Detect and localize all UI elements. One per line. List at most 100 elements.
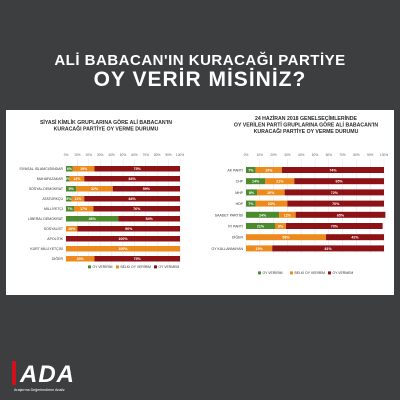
data-label: 19% bbox=[256, 247, 264, 251]
data-label: 7% bbox=[248, 202, 254, 206]
bar-segment bbox=[66, 216, 119, 222]
tick-label: 60% bbox=[326, 153, 333, 157]
data-label: 10% bbox=[68, 227, 76, 231]
bar-segment bbox=[287, 200, 384, 207]
tick-label: 80% bbox=[154, 153, 161, 157]
tick-label: 90% bbox=[367, 153, 374, 157]
bar-segment bbox=[246, 223, 275, 229]
data-label: 54% bbox=[146, 217, 154, 221]
data-label: 8% bbox=[278, 225, 284, 229]
bar-segment bbox=[66, 236, 180, 242]
bar-segment bbox=[246, 200, 256, 207]
data-label: 6% bbox=[67, 167, 73, 171]
bar-segment bbox=[257, 189, 285, 196]
category-label: SOSYALİST bbox=[44, 226, 64, 231]
data-label: 19% bbox=[80, 167, 88, 171]
tick-label: 90% bbox=[165, 153, 172, 157]
bar-segment bbox=[255, 167, 282, 173]
category-label: MUHAFAZAKAR bbox=[37, 177, 64, 181]
data-label: 14% bbox=[252, 180, 260, 184]
data-label: 72% bbox=[331, 191, 339, 195]
data-label: 42% bbox=[351, 236, 359, 240]
bar-segment bbox=[294, 178, 384, 185]
logo-mark: ADA bbox=[19, 361, 75, 388]
tick-label: 10% bbox=[74, 153, 81, 157]
tick-label: 70% bbox=[339, 153, 346, 157]
tick-label: 70% bbox=[143, 153, 150, 157]
data-label: 76% bbox=[133, 207, 141, 211]
bar-segment bbox=[265, 178, 295, 185]
bar-segment bbox=[73, 206, 94, 212]
data-label: 81% bbox=[325, 247, 333, 251]
bar-segment bbox=[66, 256, 95, 262]
data-label: 65% bbox=[337, 213, 345, 217]
tick-label: 20% bbox=[270, 153, 277, 157]
tick-label: 40% bbox=[108, 153, 115, 157]
category-label: SİYASAL İSLAMCI/DİNDAR bbox=[19, 166, 63, 171]
chart-title-line: OY VERİLEN PARTİ GRUPLARINA GÖRE ALİ BAB… bbox=[234, 122, 378, 129]
bar-segment bbox=[284, 189, 384, 196]
legend-label: BELKİ OY VERİRİM bbox=[295, 270, 326, 275]
bar-segment bbox=[118, 216, 180, 222]
data-label: 70% bbox=[331, 225, 339, 229]
logo-tagline: Araştırma Değerlendirme Analiz bbox=[14, 388, 65, 392]
tick-label: 40% bbox=[298, 153, 305, 157]
tick-label: 60% bbox=[131, 153, 138, 157]
category-label: OY KULLANMAYAN bbox=[211, 247, 243, 251]
bar-segment bbox=[246, 245, 273, 252]
bar-segment bbox=[326, 234, 384, 241]
data-label: 9% bbox=[69, 187, 75, 191]
data-label: 32% bbox=[91, 187, 99, 191]
bar-segment bbox=[93, 206, 180, 212]
bar-segment bbox=[66, 186, 77, 192]
legend-label: OY VERMEM bbox=[333, 271, 354, 275]
data-label: 3% bbox=[65, 177, 71, 181]
data-label: 65% bbox=[336, 180, 344, 184]
bar-segment bbox=[84, 196, 180, 202]
data-label: 19% bbox=[265, 169, 273, 173]
legend-swatch bbox=[290, 271, 293, 275]
tick-label: 50% bbox=[120, 153, 127, 157]
data-label: 24% bbox=[259, 213, 267, 217]
data-label: 58% bbox=[282, 236, 290, 240]
tick-label: 10% bbox=[257, 153, 264, 157]
category-label: İYİ PARTİ bbox=[228, 224, 243, 229]
data-label: 75% bbox=[134, 167, 142, 171]
data-label: 59% bbox=[143, 187, 151, 191]
data-label: 74% bbox=[329, 169, 337, 173]
category-label: SOSYAL DEMOKRAT bbox=[29, 187, 64, 191]
data-label: 21% bbox=[257, 225, 265, 229]
tick-label: 80% bbox=[353, 153, 360, 157]
bar-segment bbox=[66, 196, 72, 202]
tick-label: 30% bbox=[97, 153, 104, 157]
data-label: 7% bbox=[67, 207, 73, 211]
category-label: KÜRT MİLLİYETÇİSİ bbox=[30, 246, 63, 251]
data-label: 5% bbox=[66, 197, 72, 201]
tick-label: 100% bbox=[176, 153, 184, 157]
legend-swatch bbox=[154, 265, 157, 269]
category-label: MİLLİYETÇİ bbox=[44, 206, 63, 211]
bar-segment bbox=[66, 246, 180, 252]
data-label: 23% bbox=[268, 202, 276, 206]
bar-segment bbox=[246, 211, 280, 218]
data-label: 75% bbox=[134, 257, 142, 261]
headline-line-1: ALİ BABACAN'IN KURACAĞI PARTİYE bbox=[54, 52, 346, 69]
data-label: 90% bbox=[125, 227, 133, 231]
bar-segment bbox=[76, 186, 113, 192]
bar-segment bbox=[246, 189, 258, 196]
bar-segment bbox=[286, 223, 383, 229]
data-label: 84% bbox=[129, 177, 137, 181]
data-label: 46% bbox=[89, 217, 97, 221]
tick-label: 100% bbox=[380, 153, 388, 157]
data-label: 100% bbox=[118, 247, 128, 251]
legend-label: OY VERİRİM bbox=[263, 270, 283, 275]
logo-red-bar bbox=[12, 361, 16, 385]
bar-segment bbox=[94, 166, 180, 172]
data-label: 21% bbox=[276, 180, 284, 184]
legend-label: OY VERMEM bbox=[159, 265, 180, 269]
chart-title-line: 24 HAZİRAN 2018 GENELSEÇİMLERİNDE bbox=[255, 115, 358, 122]
bar-segment bbox=[77, 226, 180, 232]
chart-card: SİYASİ KİMLİK GRUPLARINA GÖRE ALİ BABACA… bbox=[6, 110, 394, 295]
category-label: LİBERAL DEMOKRAT bbox=[28, 216, 64, 221]
ada-logo: ADA bbox=[12, 361, 75, 388]
